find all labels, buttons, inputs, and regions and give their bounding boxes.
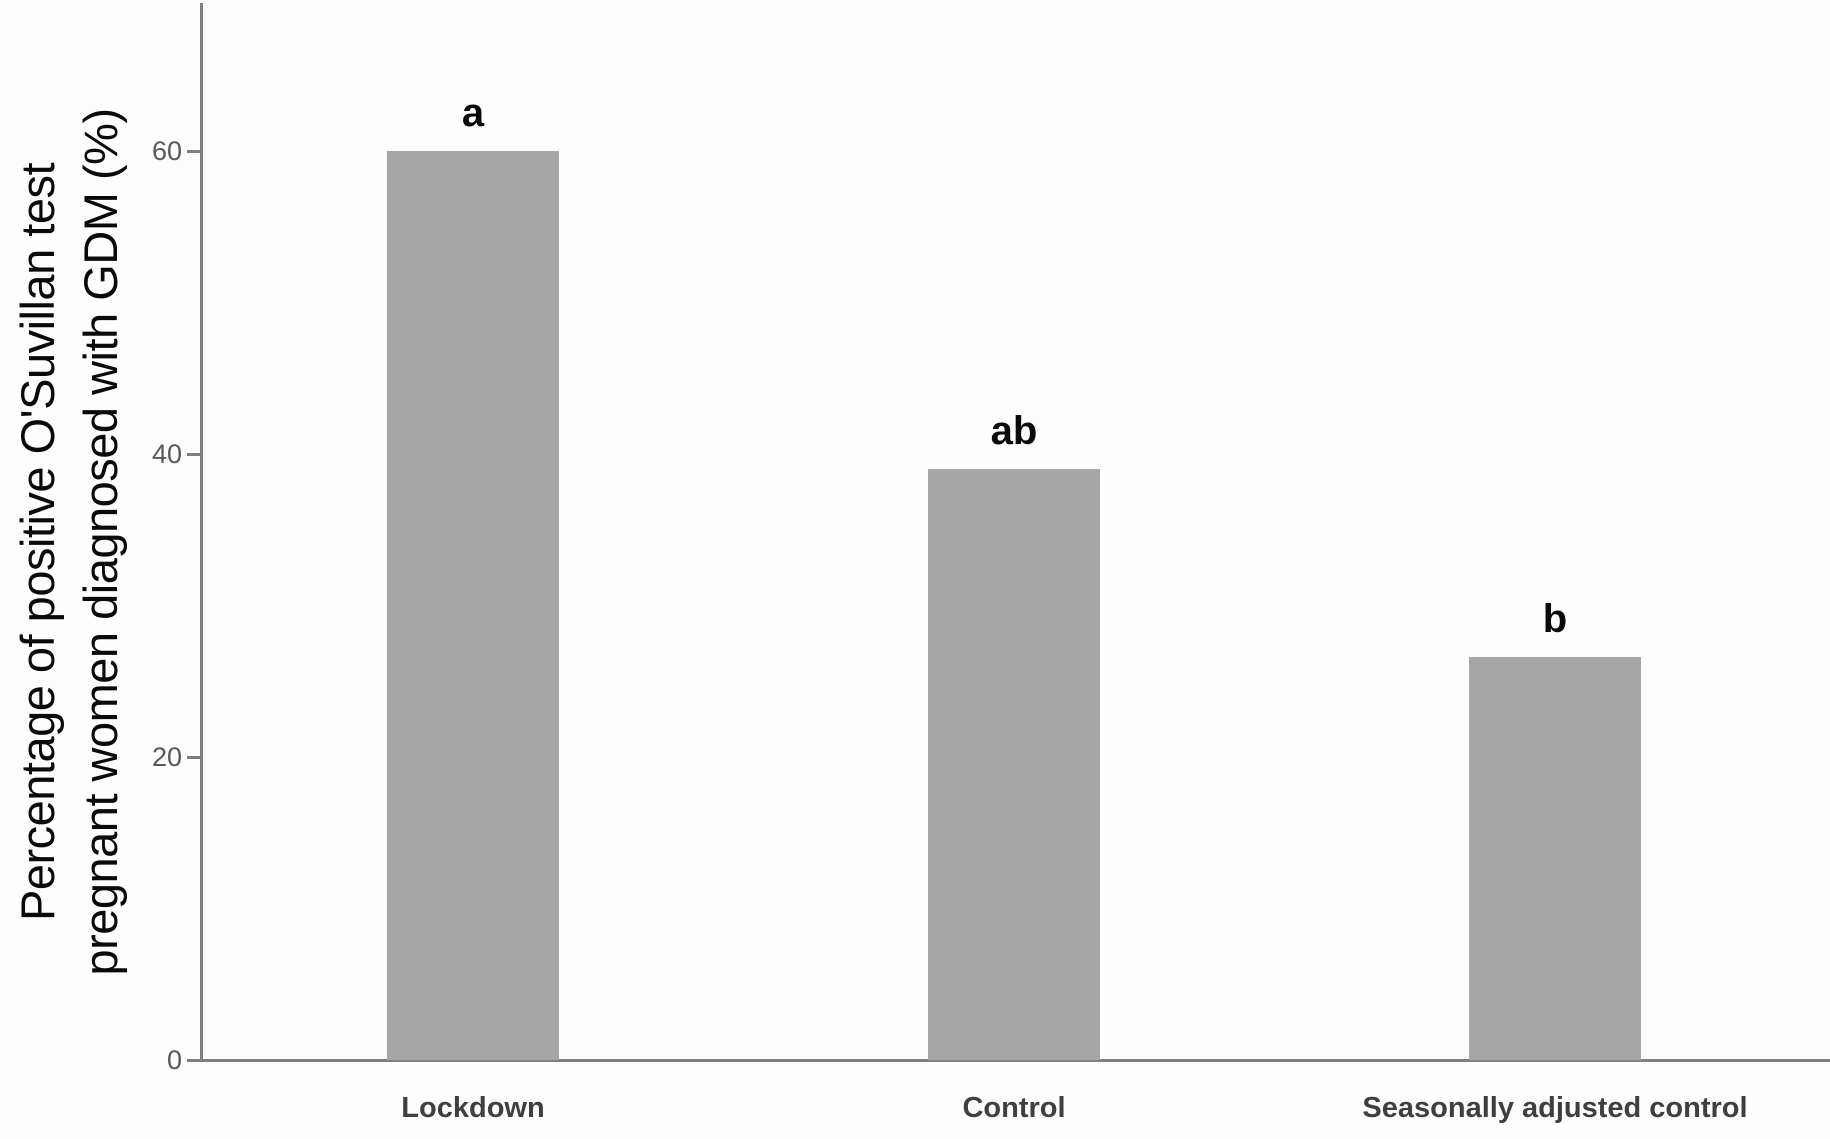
y-tick-label: 40 bbox=[151, 439, 182, 470]
x-category-label-seasonally-adjusted-control: Seasonally adjusted control bbox=[1362, 1092, 1748, 1124]
y-tick-mark bbox=[187, 756, 200, 760]
y-tick-mark bbox=[187, 453, 200, 457]
y-axis-line bbox=[200, 3, 203, 1062]
y-tick-label: 60 bbox=[151, 136, 182, 167]
bar-lockdown bbox=[387, 151, 559, 1060]
y-tick-label: 20 bbox=[151, 742, 182, 773]
significance-label-seasonally-adjusted-control: b bbox=[1542, 597, 1568, 642]
y-tick-label: 0 bbox=[166, 1045, 182, 1075]
x-category-label-lockdown: Lockdown bbox=[401, 1092, 545, 1124]
significance-label-control: ab bbox=[990, 409, 1038, 454]
bar-seasonally-adjusted-control bbox=[1469, 657, 1641, 1060]
y-axis-title: Percentage of positive O'Suvillan test p… bbox=[6, 72, 134, 1012]
significance-label-lockdown: a bbox=[461, 91, 485, 136]
y-axis-title-line-2: pregnant women diagnosed with GDM (%) bbox=[74, 108, 127, 976]
y-axis-title-line-1: Percentage of positive O'Suvillan test bbox=[11, 162, 64, 922]
x-axis-line bbox=[187, 1059, 1830, 1062]
x-category-label-control: Control bbox=[962, 1092, 1066, 1124]
bar-control bbox=[928, 469, 1100, 1060]
y-tick-mark bbox=[187, 150, 200, 154]
